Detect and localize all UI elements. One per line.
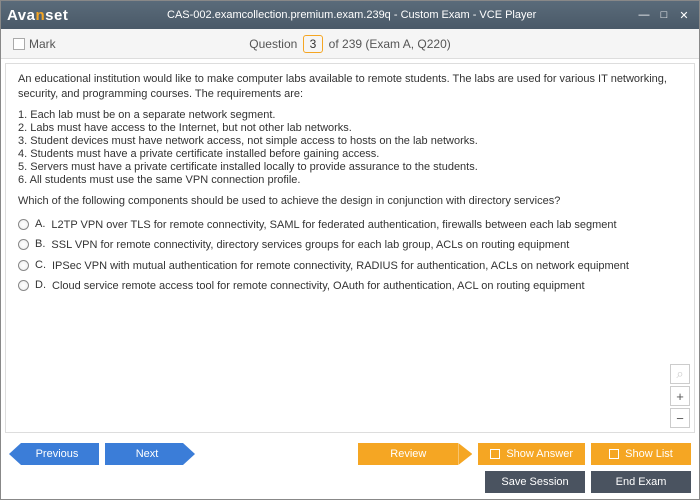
logo-pre: Ava — [7, 7, 35, 24]
logo-accent: n — [35, 7, 45, 24]
nav-row: Previous Next Review Show Answer Show Li… — [9, 443, 691, 465]
question-header: Mark Question 3 of 239 (Exam A, Q220) — [1, 29, 699, 59]
show-answer-button[interactable]: Show Answer — [478, 443, 585, 465]
window-controls: — □ ✕ — [635, 8, 693, 22]
app-window: Avanset CAS-002.examcollection.premium.e… — [0, 0, 700, 500]
show-list-label: Show List — [625, 448, 673, 460]
zoom-icon[interactable]: ⌕ — [670, 364, 690, 384]
bottom-bar: Previous Next Review Show Answer Show Li… — [1, 437, 699, 499]
answer-a[interactable]: A. L2TP VPN over TLS for remote connecti… — [18, 215, 682, 235]
app-logo: Avanset — [7, 7, 68, 24]
mark-wrap: Mark — [13, 37, 133, 51]
question-intro: An educational institution would like to… — [18, 72, 682, 103]
show-answer-label: Show Answer — [506, 448, 573, 460]
session-row: Save Session End Exam — [9, 471, 691, 493]
minimize-button[interactable]: — — [635, 8, 653, 22]
window-title: CAS-002.examcollection.premium.exam.239q… — [68, 9, 635, 21]
requirement-6: 6. All students must use the same VPN co… — [18, 174, 682, 186]
answer-b[interactable]: B. SSL VPN for remote connectivity, dire… — [18, 235, 682, 255]
radio-c[interactable] — [18, 260, 29, 271]
review-wrap: Review — [358, 443, 458, 465]
zoom-out-button[interactable]: − — [670, 408, 690, 428]
question-total: of 239 (Exam A, Q220) — [329, 37, 451, 51]
answer-c[interactable]: C. IPSec VPN with mutual authentication … — [18, 256, 682, 276]
show-list-check-icon — [609, 449, 619, 459]
letter-d: D. — [35, 279, 46, 291]
letter-b: B. — [35, 238, 45, 250]
maximize-button[interactable]: □ — [655, 8, 673, 22]
side-controls: ⌕ + − — [670, 364, 690, 428]
mark-label: Mark — [29, 37, 56, 51]
question-info: Question 3 of 239 (Exam A, Q220) — [133, 35, 567, 53]
answer-text-a: L2TP VPN over TLS for remote connectivit… — [51, 218, 682, 232]
answer-text-b: SSL VPN for remote connectivity, directo… — [51, 238, 682, 252]
zoom-in-button[interactable]: + — [670, 386, 690, 406]
titlebar: Avanset CAS-002.examcollection.premium.e… — [1, 1, 699, 29]
save-session-button[interactable]: Save Session — [485, 471, 585, 493]
previous-button[interactable]: Previous — [9, 443, 99, 465]
answer-text-c: IPSec VPN with mutual authentication for… — [52, 259, 682, 273]
radio-b[interactable] — [18, 239, 29, 250]
question-content: An educational institution would like to… — [5, 63, 695, 433]
letter-c: C. — [35, 259, 46, 271]
show-list-button[interactable]: Show List — [591, 443, 691, 465]
question-label: Question — [249, 37, 297, 51]
logo-post: set — [45, 7, 68, 24]
radio-d[interactable] — [18, 280, 29, 291]
answer-text-d: Cloud service remote access tool for rem… — [52, 279, 682, 293]
answers-list: A. L2TP VPN over TLS for remote connecti… — [18, 215, 682, 296]
show-answer-check-icon — [490, 449, 500, 459]
letter-a: A. — [35, 218, 45, 230]
requirement-3: 3. Student devices must have network acc… — [18, 135, 682, 147]
requirement-2: 2. Labs must have access to the Internet… — [18, 122, 682, 134]
answer-d[interactable]: D. Cloud service remote access tool for … — [18, 276, 682, 296]
mark-checkbox[interactable] — [13, 38, 25, 50]
next-button[interactable]: Next — [105, 443, 195, 465]
requirement-1: 1. Each lab must be on a separate networ… — [18, 109, 682, 121]
requirement-5: 5. Servers must have a private certifica… — [18, 161, 682, 173]
question-prompt: Which of the following components should… — [18, 194, 682, 209]
requirement-4: 4. Students must have a private certific… — [18, 148, 682, 160]
question-number: 3 — [303, 35, 324, 53]
radio-a[interactable] — [18, 219, 29, 230]
close-button[interactable]: ✕ — [675, 8, 693, 22]
end-exam-button[interactable]: End Exam — [591, 471, 691, 493]
review-button[interactable]: Review — [358, 443, 458, 465]
